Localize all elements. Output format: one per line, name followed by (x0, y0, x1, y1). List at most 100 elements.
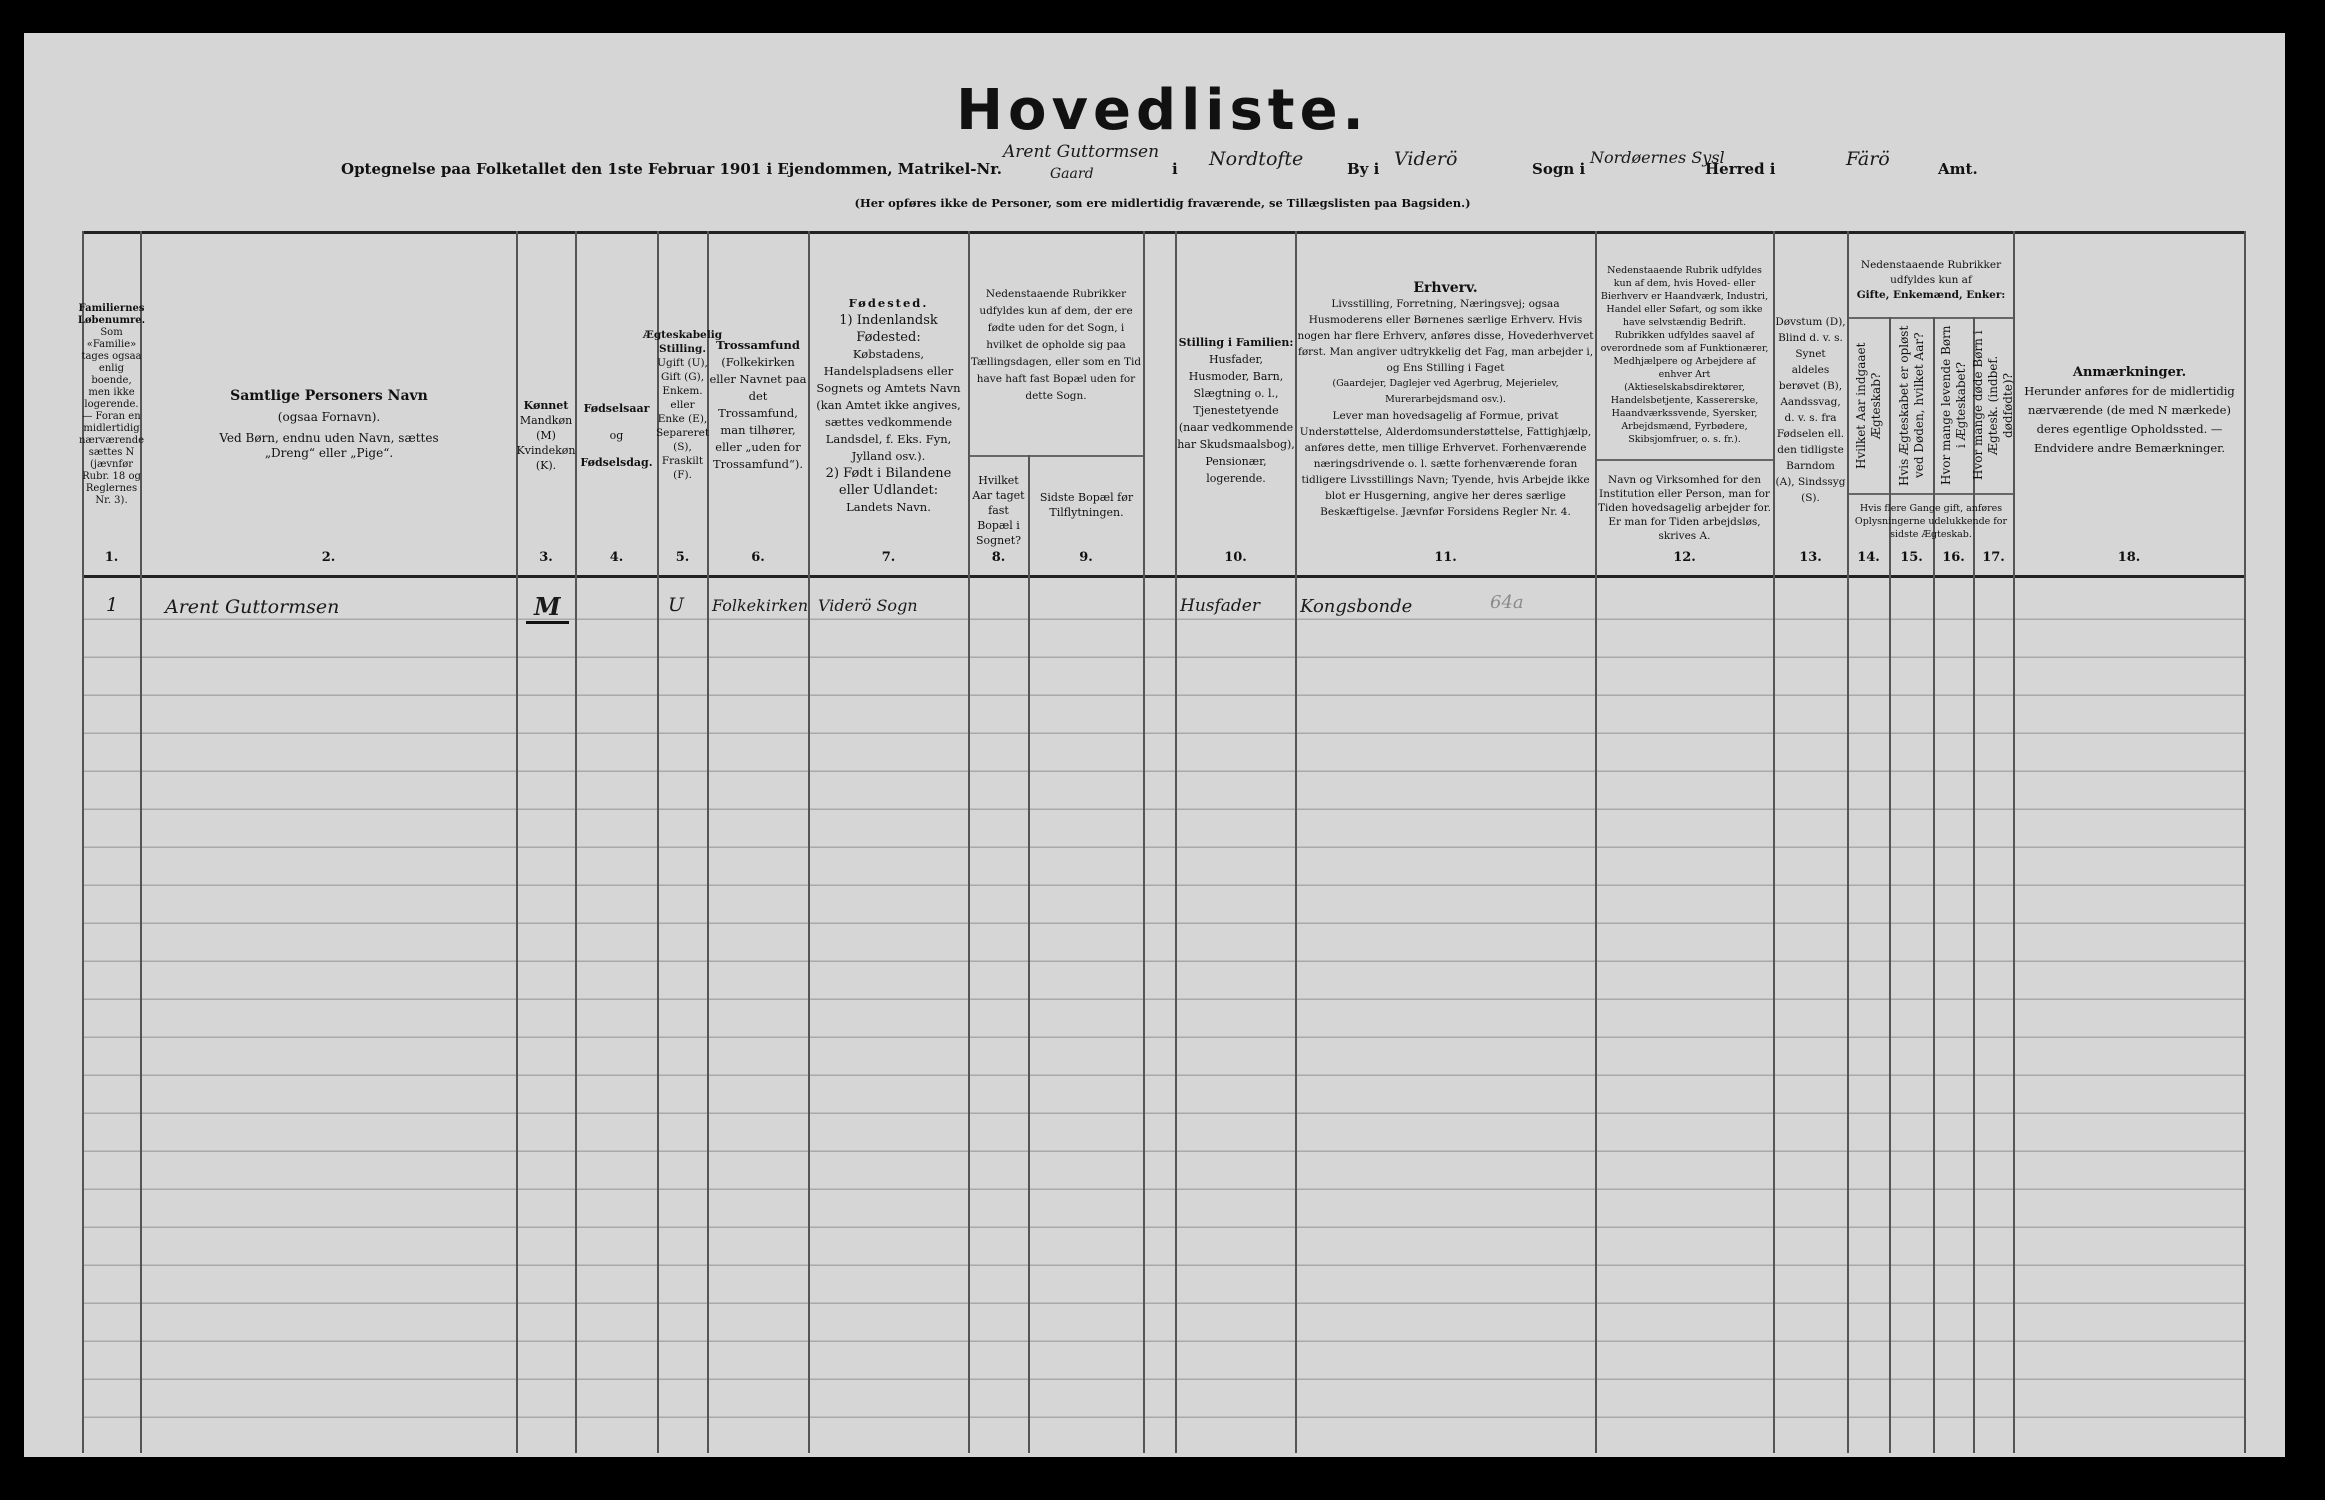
col-number: 8. (991, 550, 1006, 565)
col-line (82, 231, 84, 1453)
by-value: Viderö (1394, 148, 1458, 170)
col-number: 4. (609, 550, 624, 565)
col-line (657, 231, 659, 1453)
sogn-value: Nordøernes Sysl (1590, 148, 1725, 167)
cell-religion: Folkekirken (712, 596, 809, 615)
col-8-header: Hvilket Aar taget fast Bopæl i Sognet? (969, 473, 1028, 547)
col-14-17-group-desc: Nedenstaaende Rubrikker udfyldes kun af (1860, 258, 2002, 286)
col-1-title: Familiernes Løbenumre. (77, 303, 146, 326)
col-2-desc2: Ved Børn, endnu uden Navn, sættes „Dreng… (219, 431, 439, 460)
matrikel-value: Arent Guttormsen (1003, 142, 1160, 162)
col-number: 18. (2117, 550, 2141, 565)
col-number: 1. (104, 550, 119, 565)
col-line (1933, 317, 1935, 1453)
col-line (1889, 317, 1891, 1453)
col-11-desc2: (Gaardejer, Daglejer ved Agerbrug, Mejer… (1332, 378, 1559, 405)
col-line (1143, 231, 1145, 1453)
form-title: Hovedliste. (956, 78, 1369, 143)
col-number: 11. (1434, 550, 1457, 565)
col-line (1973, 317, 1975, 1453)
place-value: Nordtofte (1209, 148, 1304, 170)
col-8-desc: Hvilket Aar taget fast Bopæl i Sognet? (972, 473, 1025, 547)
col-line (516, 231, 518, 1453)
col-2-desc: (ogsaa Fornavn). (277, 410, 381, 424)
intro-prefix: Optegnelse paa Folketallet den 1ste Febr… (341, 160, 1002, 178)
divider-14-17-bottom (1847, 493, 2013, 495)
cell-pencil-note: 64a (1490, 592, 1524, 613)
col-5-title: Ægteskabelig Stilling. (642, 329, 723, 355)
col-line (968, 231, 970, 1453)
cell-birthplace: Viderö Sogn (818, 596, 918, 615)
ruled-rows (82, 582, 2244, 1453)
col-line (1847, 231, 1849, 1453)
col-12-group-desc: Nedenstaaende Rubrik udfyldes kun af dem… (1600, 265, 1769, 328)
col-14-desc: Hvilket Aar indgaaet Ægteskab? (1853, 341, 1883, 469)
col-7-desc2: Købstadens, Handelspladsens eller Sognet… (816, 346, 961, 463)
col-number: 16. (1942, 550, 1965, 565)
col-7-title: Fødested. (848, 295, 929, 310)
col-12-desc2: Er man for Tiden arbejdsløs, skrives A. (1608, 515, 1761, 542)
cell-marital-status: U (668, 594, 685, 616)
col-8-9-group-header: Nedenstaaende Rubrikker udfyldes kun af … (970, 285, 1142, 405)
divider-12 (1595, 459, 1773, 461)
col-number: 15. (1900, 550, 1923, 565)
col-line (1595, 231, 1597, 1453)
col-3-desc: Mandkøn (M) Kvindekøn (K). (516, 413, 576, 472)
col-12-header: Navn og Virksomhed for den Institution e… (1597, 465, 1772, 550)
col-number: 6. (751, 550, 765, 565)
col-4-desc2: Fødselsdag. (580, 455, 653, 469)
matrikel-value-line2: Gaard (1050, 166, 1094, 182)
col-number: 10. (1224, 550, 1247, 565)
cell-name: Arent Guttormsen (165, 596, 340, 618)
col-14-17-footer: Hvis flere Gange gift, anføres Oplysning… (1849, 496, 2013, 546)
col-line (707, 231, 709, 1453)
col-5-desc: Ugift (U), Gift (G), Enkem. eller Enke (… (655, 357, 710, 481)
col-11-desc: Livsstilling, Forretning, Næringsvej; og… (1297, 298, 1594, 374)
col-number: 3. (539, 550, 553, 565)
divider-8-9 (968, 455, 1143, 457)
col-11-desc3: Lever man hovedsagelig af Formue, privat… (1299, 410, 1592, 518)
col-line (2244, 231, 2246, 1453)
col-number: 7. (881, 550, 896, 565)
col-line (808, 231, 810, 1453)
col-number: 12. (1673, 550, 1696, 565)
col-18-title: Anmærkninger. (2072, 364, 2187, 380)
col-9-desc: Sidste Bopæl før Tilflytningen. (1039, 491, 1134, 519)
col-12-group-desc2: Rubrikken udfyldes saavel af overordnede… (1600, 330, 1769, 445)
divider-14-17-top (1847, 317, 2013, 319)
col-14-17-group-title: Gifte, Enkemænd, Enker: (1856, 288, 2006, 301)
col-15-desc: Hvis Ægteskabet er opløst ved Døden, hvi… (1896, 324, 1926, 486)
col-13-desc: Døvstum (D), Blind d. v. s. Synet aldele… (1775, 316, 1846, 504)
col-number: 17. (1982, 550, 2005, 565)
col-10-title: Stilling i Familien: (1178, 335, 1294, 349)
col-7-header: Fødested. 1) Indenlandsk Fødested: Købst… (810, 290, 967, 520)
col-1-desc: Som «Familie» tages ogsaa enlig boende, … (78, 327, 145, 506)
table-top-border (82, 231, 2244, 234)
col-14-header: Hvilket Aar indgaaet Ægteskab? (1848, 320, 1889, 490)
col-7-desc3: 2) Født i Bilandene eller Udlandet: (825, 465, 952, 498)
col-line (1773, 231, 1775, 1453)
col-2-title: Samtlige Personers Navn (230, 388, 428, 404)
col-17-header: Hvor mange døde Børn i Ægtesk. (indbef. … (1971, 320, 2015, 490)
col-10-header: Stilling i Familien: Husfader, Husmoder,… (1177, 320, 1295, 500)
col-5-header: Ægteskabelig Stilling. Ugift (U), Gift (… (643, 285, 722, 525)
col-line (1175, 231, 1177, 1453)
col-line (140, 231, 142, 1453)
col-8-9-group-desc: Nedenstaaende Rubrikker udfyldes kun af … (970, 287, 1142, 402)
col-14-17-footer-text: Hvis flere Gange gift, anføres Oplysning… (1854, 502, 2008, 540)
col-16-desc: Hvor mange levende Børn i Ægteskabet? (1938, 325, 1968, 485)
col-11-header: Erhverv. Livsstilling, Forretning, Nærin… (1297, 255, 1594, 545)
label-by: By i (1347, 160, 1380, 178)
herred-value: Färö (1846, 148, 1890, 170)
label-herred: Herred i (1705, 160, 1776, 178)
col-7-desc: 1) Indenlandsk Fødested: (839, 312, 938, 345)
col-line (575, 231, 577, 1453)
col-6-header: Trossamfund (Folkekirken eller Navnet pa… (709, 330, 807, 480)
cell-occupation: Kongsbonde (1300, 596, 1413, 617)
col-18-header: Anmærkninger. Herunder anføres for de mi… (2015, 350, 2244, 470)
col-9-header: Sidste Bopæl før Tilflytningen. (1030, 475, 1143, 535)
col-3-title: Kønnet (523, 398, 569, 412)
col-number: 9. (1079, 550, 1093, 565)
header-bottom-border (82, 575, 2244, 578)
col-12-desc: Navn og Virksomhed for den Institution e… (1598, 473, 1771, 514)
